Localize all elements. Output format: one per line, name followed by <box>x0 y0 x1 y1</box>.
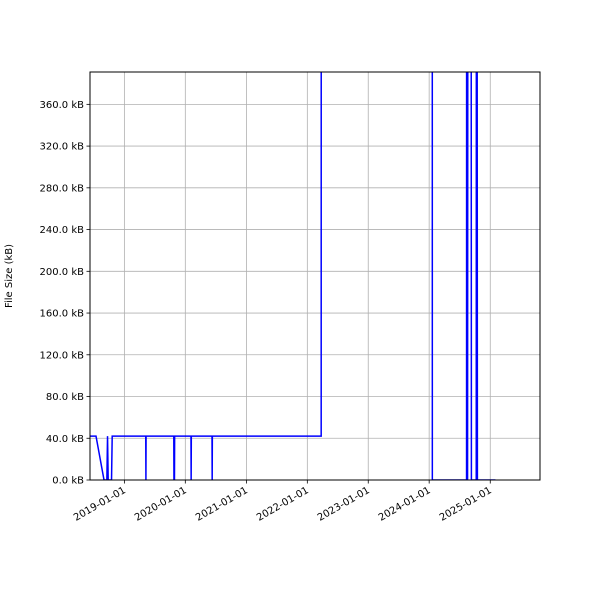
x-tick-label: 2023-01-01 <box>316 485 372 524</box>
x-tick-label: 2024-01-01 <box>377 485 433 524</box>
y-tick-label: 320.0 kB <box>40 142 85 153</box>
y-tick-label: 280.0 kB <box>40 183 85 194</box>
x-tick-label: 2021-01-01 <box>194 485 250 524</box>
x-tick-label: 2022-01-01 <box>255 485 311 524</box>
x-axis: 2019-01-01 2020-01-01 2021-01-01 2022-01-01… <box>72 480 494 524</box>
y-tick-label: 360.0 kB <box>40 100 85 111</box>
x-tick-label: 2025-01-01 <box>438 485 494 524</box>
y-tick-label: 40.0 kB <box>46 434 84 445</box>
y-tick-label: 200.0 kB <box>40 267 85 278</box>
y-tick-label: 120.0 kB <box>40 350 85 361</box>
y-axis: 0.0 kB 40.0 kB 80.0 kB 120.0 kB 160.0 kB 200.… <box>40 100 90 487</box>
y-axis-label: File Size (kB) <box>4 244 15 308</box>
x-tick-label: 2020-01-01 <box>133 485 189 524</box>
y-tick-label: 160.0 kB <box>40 309 85 320</box>
data-line <box>90 72 496 480</box>
series-line <box>90 72 496 480</box>
y-tick-label: 80.0 kB <box>46 392 84 403</box>
y-tick-label: 240.0 kB <box>40 225 85 236</box>
x-tick-label: 2019-01-01 <box>72 485 128 524</box>
plot-frame <box>89 71 541 481</box>
grid <box>90 72 540 481</box>
y-tick-label: 0.0 kB <box>52 476 84 487</box>
